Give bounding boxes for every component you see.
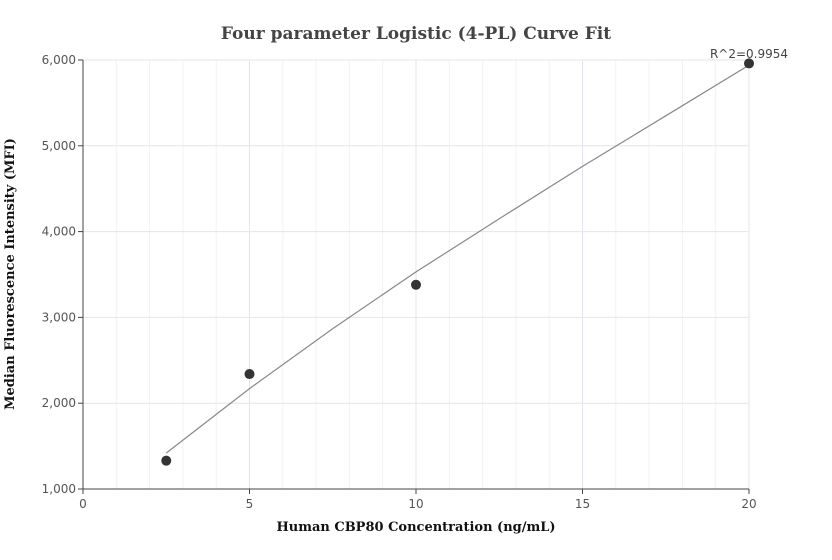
chart-title: Four parameter Logistic (4-PL) Curve Fit <box>221 24 611 44</box>
y-tick-label: 6,000 <box>42 53 76 67</box>
grid <box>83 59 750 489</box>
x-axis-title: Human CBP80 Concentration (ng/mL) <box>276 520 555 535</box>
y-tick-label: 3,000 <box>42 310 76 324</box>
y-tick-label: 1,000 <box>42 482 76 496</box>
r-squared-annotation: R^2=0.9954 <box>710 47 788 61</box>
data-point <box>744 58 754 69</box>
fit-curve-layer <box>165 64 750 454</box>
data-point <box>244 369 255 380</box>
x-tick-label: 0 <box>79 497 87 511</box>
y-axis-title: Median Fluorescence Intensity (MFI) <box>3 138 18 410</box>
data-point <box>161 455 172 466</box>
data-point <box>411 279 421 290</box>
y-tick-label: 4,000 <box>42 225 76 239</box>
tick-labels: 0 5 10 15 20 1,000 2,000 3,000 4,000 5,000 6,000 <box>42 53 757 511</box>
y-tick-label: 2,000 <box>42 396 76 410</box>
y-tick-label: 5,000 <box>42 139 76 153</box>
x-tick-label: 5 <box>246 497 254 511</box>
x-tick-label: 15 <box>575 497 590 511</box>
axes <box>78 59 750 494</box>
x-tick-label: 10 <box>408 497 423 511</box>
fit-curve <box>165 64 750 454</box>
x-tick-label: 20 <box>741 497 756 511</box>
data-points <box>161 58 754 466</box>
